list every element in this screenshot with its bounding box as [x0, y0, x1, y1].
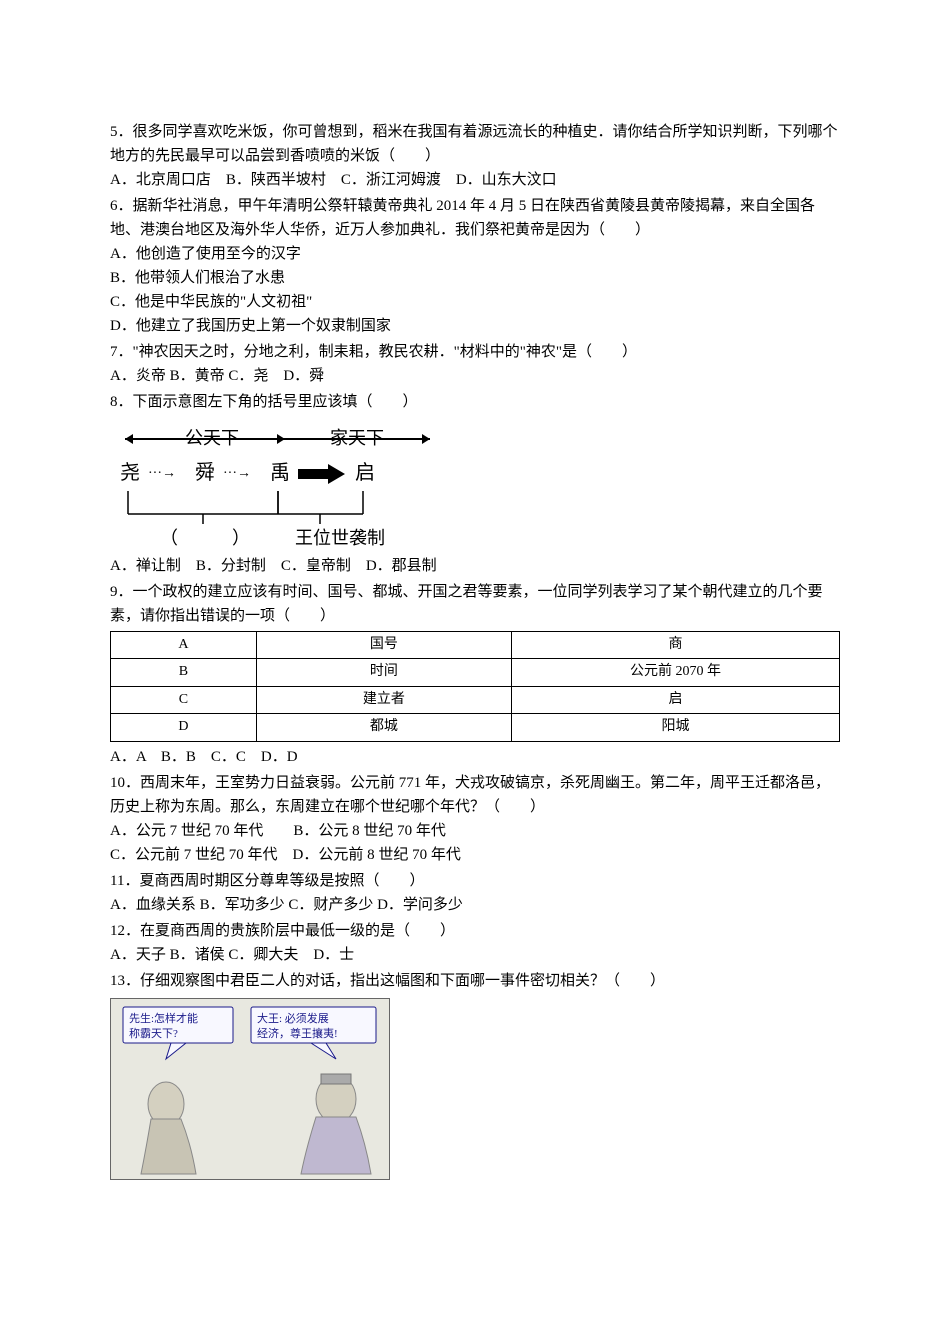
question-13: 13．仔细观察图中君臣二人的对话，指出这幅图和下面哪一事件密切相关？（ ） 先生…: [110, 969, 840, 1180]
q7-options: A．炎帝 B．黄帝 C．尧 D．舜: [110, 364, 840, 388]
question-7: 7．"神农因天之时，分地之利，制耒耜，教民农耕．"材料中的"神农"是（ ） A．…: [110, 340, 840, 388]
q6-optA: A．他创造了使用至今的汉字: [110, 242, 840, 266]
question-11: 11．夏商西周时期区分尊卑等级是按照（ ） A．血缘关系 B．军功多少 C．财产…: [110, 869, 840, 917]
svg-text:···→: ···→: [223, 466, 251, 481]
q8-text: 8．下面示意图左下角的括号里应该填（ ）: [110, 390, 840, 414]
label-wangwei: 王位世袭制: [295, 528, 385, 548]
question-8: 8．下面示意图左下角的括号里应该填（ ） 公天下 家天下 尧 ···→ 舜 ··…: [110, 390, 840, 578]
q10-optsCD: C．公元前 7 世纪 70 年代 D．公元前 8 世纪 70 年代: [110, 843, 840, 867]
q6-text: 6．据新华社消息，甲午年清明公祭轩辕黄帝典礼 2014 年 4 月 5 日在陕西…: [110, 194, 840, 242]
q8-options: A．禅让制 B．分封制 C．皇帝制 D．郡县制: [110, 554, 840, 578]
cell: 国号: [256, 632, 511, 659]
q7-text: 7．"神农因天之时，分地之利，制耒耜，教民农耕．"材料中的"神农"是（ ）: [110, 340, 840, 364]
bubble1-line2: 称霸天下?: [129, 1026, 178, 1040]
label-jiatianxia: 家天下: [330, 428, 384, 448]
question-5: 5．很多同学喜欢吃米饭，你可曾想到，稻米在我国有着源远流长的种植史．请你结合所学…: [110, 120, 840, 192]
cell: 公元前 2070 年: [511, 659, 839, 686]
cell: D: [111, 714, 257, 741]
q6-optB: B．他带领人们根治了水患: [110, 266, 840, 290]
q5-options: A．北京周口店 B．陕西半坡村 C．浙江河姆渡 D．山东大汶口: [110, 168, 840, 192]
q5-text: 5．很多同学喜欢吃米饭，你可曾想到，稻米在我国有着源远流长的种植史．请你结合所学…: [110, 120, 840, 168]
cell: A: [111, 632, 257, 659]
q13-text: 13．仔细观察图中君臣二人的对话，指出这幅图和下面哪一事件密切相关？（ ）: [110, 969, 840, 993]
table-row: A 国号 商: [111, 632, 840, 659]
cell: 建立者: [256, 686, 511, 713]
name-yao: 尧: [120, 461, 140, 484]
name-qi: 启: [355, 461, 375, 484]
q9-text: 9．一个政权的建立应该有时间、国号、都城、开国之君等要素，一位同学列表学习了某个…: [110, 580, 840, 628]
cell: 都城: [256, 714, 511, 741]
question-9: 9．一个政权的建立应该有时间、国号、都城、开国之君等要素，一位同学列表学习了某个…: [110, 580, 840, 769]
q10-text: 10．西周末年，王室势力日益衰弱。公元前 771 年，犬戎攻破镐京，杀死周幽王。…: [110, 771, 840, 819]
cell: 启: [511, 686, 839, 713]
question-6: 6．据新华社消息，甲午年清明公祭轩辕黄帝典礼 2014 年 4 月 5 日在陕西…: [110, 194, 840, 338]
bubble1-line1: 先生:怎样才能: [129, 1011, 198, 1025]
cell: 商: [511, 632, 839, 659]
cell: 时间: [256, 659, 511, 686]
question-12: 12．在夏商西周的贵族阶层中最低一级的是（ ） A．天子 B．诸侯 C．卿大夫 …: [110, 919, 840, 967]
q11-text: 11．夏商西周时期区分尊卑等级是按照（ ）: [110, 869, 840, 893]
q6-optC: C．他是中华民族的"人文初祖": [110, 290, 840, 314]
name-shun: 舜: [195, 461, 215, 484]
table-row: B 时间 公元前 2070 年: [111, 659, 840, 686]
label-gongtianxia: 公天下: [185, 428, 239, 448]
q10-optsAB: A．公元 7 世纪 70 年代 B．公元 8 世纪 70 年代: [110, 819, 840, 843]
q12-options: A．天子 B．诸侯 C．卿大夫 D．士: [110, 943, 840, 967]
table-row: C 建立者 启: [111, 686, 840, 713]
q8-diagram: 公天下 家天下 尧 ···→ 舜 ···→ 禹 启 （ ） 王位世袭制: [110, 419, 440, 549]
q11-options: A．血缘关系 B．军功多少 C．财产多少 D．学问多少: [110, 893, 840, 917]
q12-text: 12．在夏商西周的贵族阶层中最低一级的是（ ）: [110, 919, 840, 943]
q13-diagram: 先生:怎样才能 称霸天下? 大王: 必须发展 经济，尊王攘夷!: [110, 998, 390, 1180]
q9-options: A．A B．B C．C D．D: [110, 745, 840, 769]
q6-optD: D．他建立了我国历史上第一个奴隶制国家: [110, 314, 840, 338]
table-row: D 都城 阳城: [111, 714, 840, 741]
cell: C: [111, 686, 257, 713]
q9-table: A 国号 商 B 时间 公元前 2070 年 C 建立者 启 D 都城 阳城: [110, 631, 840, 742]
bubble2-line2: 经济，尊王攘夷!: [257, 1026, 338, 1040]
bubble2-line1: 大王: 必须发展: [257, 1011, 329, 1025]
cell: 阳城: [511, 714, 839, 741]
cell: B: [111, 659, 257, 686]
blank-label: （ ）: [160, 528, 250, 548]
question-10: 10．西周末年，王室势力日益衰弱。公元前 771 年，犬戎攻破镐京，杀死周幽王。…: [110, 771, 840, 867]
name-yu: 禹: [270, 461, 290, 484]
svg-text:···→: ···→: [148, 466, 176, 481]
